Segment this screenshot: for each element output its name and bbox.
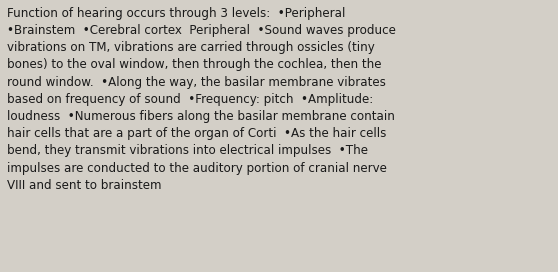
Text: Function of hearing occurs through 3 levels:  •Peripheral
•Brainstem  •Cerebral : Function of hearing occurs through 3 lev… — [7, 7, 396, 192]
